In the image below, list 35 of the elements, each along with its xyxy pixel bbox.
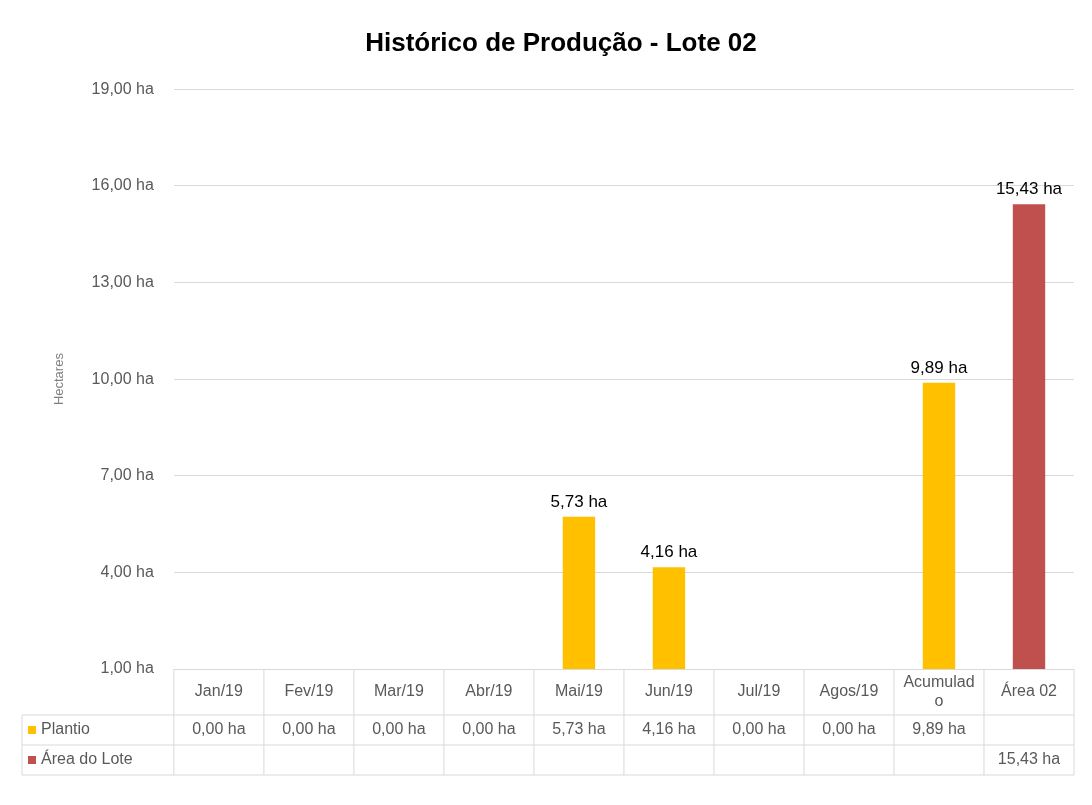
text: 0,00 ha bbox=[372, 720, 426, 738]
chart-title: Histórico de Produção - Lote 02 bbox=[365, 26, 757, 57]
x-tick-label: Mar/19 bbox=[374, 682, 424, 700]
y-tick-label: 7,00 ha bbox=[100, 466, 154, 484]
x-tick-label: Área 02 bbox=[1000, 681, 1058, 700]
x-tick-label: Acumulado bbox=[903, 672, 975, 709]
text: 15,43 ha bbox=[997, 750, 1061, 768]
data-label: 5,73 ha bbox=[552, 720, 606, 738]
data-label: 9,89 ha bbox=[912, 720, 966, 738]
x-tick-label: Agos/19 bbox=[819, 682, 879, 700]
data-label: 4,16 ha bbox=[642, 720, 696, 738]
text: 4,16 ha bbox=[640, 542, 698, 562]
text: 0,00 ha bbox=[822, 720, 876, 738]
y-tick-label: 4,00 ha bbox=[100, 562, 154, 580]
text: 5,73 ha bbox=[550, 491, 608, 511]
y-tick-label: 19,00 ha bbox=[91, 79, 154, 97]
text: 0,00 ha bbox=[732, 720, 786, 738]
text: 0,00 ha bbox=[192, 720, 246, 738]
text: 0,00 ha bbox=[282, 720, 336, 738]
y-axis-title: Hectares bbox=[51, 352, 67, 406]
text: 0,00 ha bbox=[462, 720, 516, 738]
x-tick-label: Fev/19 bbox=[284, 682, 334, 700]
y-tick-label: 13,00 ha bbox=[91, 272, 154, 290]
y-tick-label: 10,00 ha bbox=[91, 369, 154, 387]
y-tick-label: 16,00 ha bbox=[91, 176, 154, 194]
legend-label: Plantio bbox=[41, 720, 91, 738]
x-tick-label: Jan/19 bbox=[194, 682, 243, 700]
x-tick-label: Jun/19 bbox=[644, 682, 694, 700]
y-tick-label: 1,00 ha bbox=[100, 659, 154, 677]
x-tick-label: Mai/19 bbox=[554, 682, 604, 700]
text: 9,89 ha bbox=[910, 357, 968, 377]
legend-label: Área do Lote bbox=[41, 749, 133, 768]
data-label: 15,43 ha bbox=[995, 179, 1063, 199]
x-tick-label: Abr/19 bbox=[465, 682, 513, 700]
x-tick-label: Jul/19 bbox=[737, 682, 781, 700]
